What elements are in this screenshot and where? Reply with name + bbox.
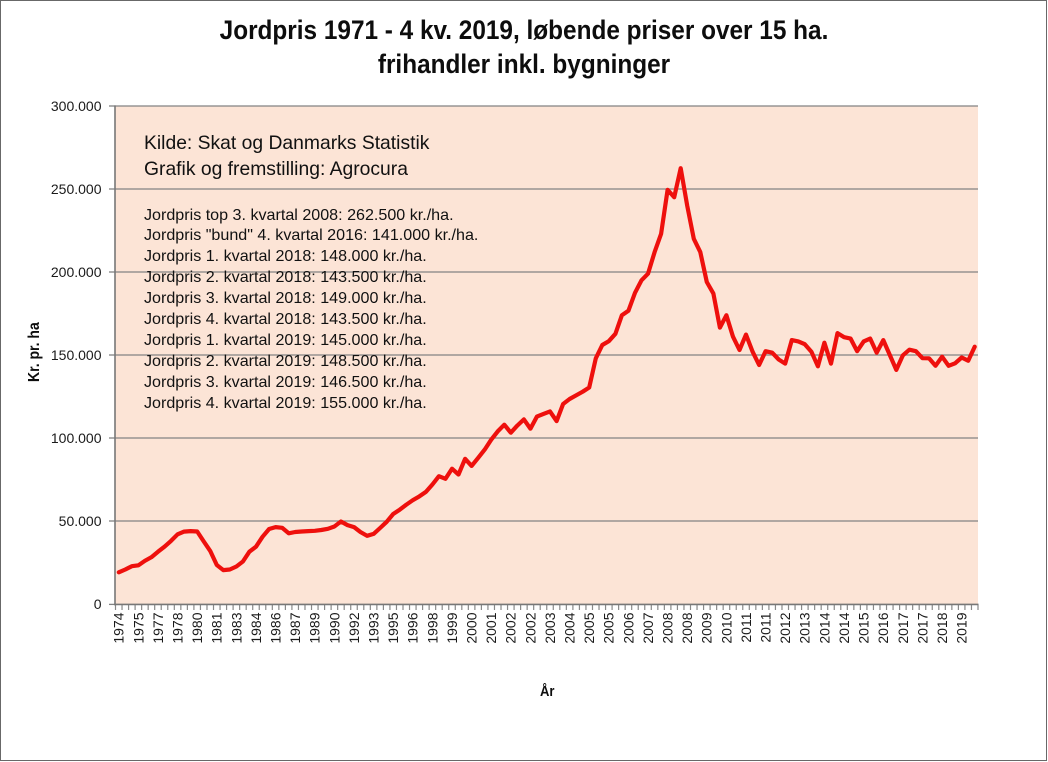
svg-text:2009: 2009 [699, 612, 715, 643]
svg-text:2006: 2006 [620, 612, 636, 643]
svg-text:2014: 2014 [836, 612, 852, 643]
svg-text:2014: 2014 [816, 612, 832, 643]
svg-text:1998: 1998 [424, 612, 440, 643]
svg-text:1989: 1989 [307, 612, 323, 643]
svg-text:1990: 1990 [326, 612, 342, 643]
svg-text:2005: 2005 [601, 612, 617, 643]
svg-text:2010: 2010 [718, 612, 734, 643]
svg-text:1978: 1978 [170, 612, 186, 643]
svg-text:1986: 1986 [268, 612, 284, 643]
svg-text:2003: 2003 [542, 612, 558, 643]
svg-text:2018: 2018 [934, 612, 950, 643]
svg-text:2019: 2019 [954, 612, 970, 643]
svg-text:1975: 1975 [130, 612, 146, 643]
svg-text:300.000: 300.000 [51, 98, 102, 114]
svg-text:2017: 2017 [895, 612, 911, 643]
svg-text:2011: 2011 [758, 612, 774, 642]
svg-text:1980: 1980 [189, 612, 205, 643]
svg-text:1993: 1993 [366, 612, 382, 643]
svg-text:1995: 1995 [385, 612, 401, 643]
svg-text:2000: 2000 [464, 612, 480, 643]
svg-text:0: 0 [94, 596, 102, 612]
svg-text:1996: 1996 [405, 612, 421, 643]
svg-text:100.000: 100.000 [51, 430, 102, 446]
svg-text:150.000: 150.000 [51, 347, 102, 363]
svg-text:2008: 2008 [679, 612, 695, 643]
svg-text:200.000: 200.000 [51, 264, 102, 280]
svg-text:1974: 1974 [111, 612, 127, 643]
svg-text:2002: 2002 [522, 612, 538, 643]
svg-text:1981: 1981 [209, 612, 225, 643]
svg-text:250.000: 250.000 [51, 181, 102, 197]
svg-text:2016: 2016 [875, 612, 891, 643]
svg-text:2012: 2012 [777, 612, 793, 643]
svg-text:2001: 2001 [483, 612, 499, 643]
svg-text:2008: 2008 [660, 612, 676, 643]
svg-text:2005: 2005 [581, 612, 597, 643]
svg-text:1984: 1984 [248, 612, 264, 643]
svg-text:1977: 1977 [150, 612, 166, 643]
svg-text:2017: 2017 [914, 612, 930, 643]
svg-text:1999: 1999 [444, 612, 460, 643]
svg-text:1983: 1983 [228, 612, 244, 643]
svg-text:2011: 2011 [738, 612, 754, 642]
svg-text:2007: 2007 [640, 612, 656, 643]
svg-text:1992: 1992 [346, 612, 362, 643]
svg-text:1987: 1987 [287, 612, 303, 643]
svg-text:2002: 2002 [503, 612, 519, 643]
svg-text:2004: 2004 [562, 612, 578, 643]
svg-text:2015: 2015 [856, 612, 872, 643]
svg-text:50.000: 50.000 [59, 513, 102, 529]
svg-text:2013: 2013 [797, 612, 813, 643]
